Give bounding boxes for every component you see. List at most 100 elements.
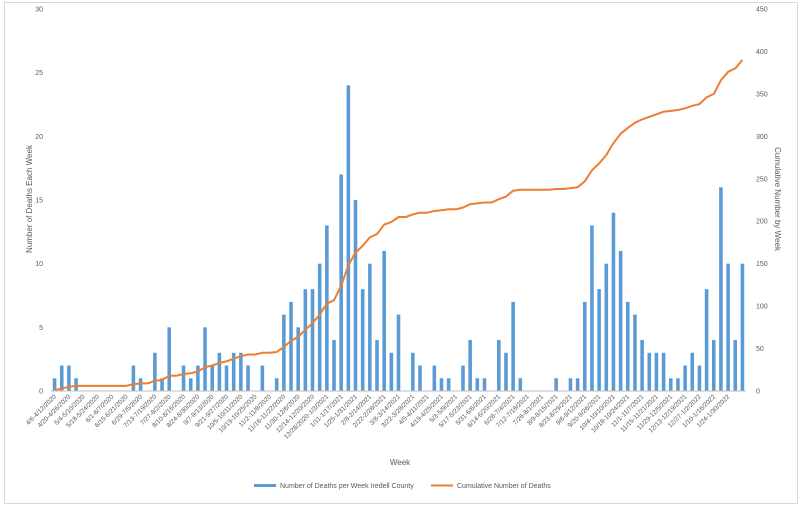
secondary-y-axis-title: Cumulative Number by Week	[773, 147, 782, 252]
bar	[497, 340, 501, 391]
bar	[582, 301, 587, 391]
y2-tick-label: 0	[756, 389, 760, 396]
y2-tick-label: 150	[756, 261, 768, 268]
line-series	[54, 59, 744, 392]
bar	[604, 263, 609, 391]
y-tick-label: 15	[35, 198, 43, 205]
bar	[654, 352, 659, 391]
bar	[210, 365, 215, 391]
x-axis-title: Week	[390, 458, 411, 467]
bar	[446, 378, 451, 391]
bar	[668, 378, 673, 391]
bar	[396, 314, 401, 391]
bar	[590, 225, 594, 391]
bar	[332, 340, 336, 391]
bar	[153, 352, 157, 391]
left-axis: 0 5 10 15 20 25 30	[35, 7, 43, 396]
bar	[726, 263, 730, 391]
bar	[131, 365, 136, 391]
y-tick-label: 10	[35, 261, 43, 268]
bar	[368, 263, 372, 391]
bar	[461, 365, 465, 391]
legend-label-line: Cumulative Number of Deaths	[457, 483, 551, 490]
bar	[217, 352, 222, 391]
bar	[196, 365, 200, 391]
legend-label-bars: Number of Deaths per Week Iredell County	[280, 483, 414, 490]
bar	[67, 365, 71, 391]
bar	[625, 301, 630, 391]
bar	[554, 378, 558, 391]
bar	[733, 340, 738, 391]
bar	[411, 352, 415, 391]
bar	[597, 289, 601, 391]
bar	[704, 289, 709, 391]
bar	[418, 365, 422, 391]
bar	[661, 352, 666, 391]
bar	[611, 212, 616, 391]
bar	[246, 365, 250, 391]
bar	[575, 378, 580, 391]
bar	[310, 289, 315, 391]
y-tick-label: 25	[35, 70, 43, 77]
bar	[475, 378, 480, 391]
bar	[640, 340, 644, 391]
bar	[188, 378, 193, 391]
bar	[181, 365, 186, 391]
bar	[274, 378, 279, 391]
y2-tick-label: 200	[756, 219, 768, 226]
bar	[360, 289, 365, 391]
bar	[138, 378, 143, 391]
bar	[325, 225, 329, 391]
bar	[317, 263, 322, 391]
bar	[432, 365, 437, 391]
right-axis: 0 50 100 150 200 250 300 350 400 450	[756, 7, 768, 396]
chart-container: 0 5 10 15 20 25 30 0 50 100 150 200 250 300 350 400 450…	[4, 2, 798, 504]
bar	[618, 250, 623, 391]
bar	[74, 378, 78, 391]
bar	[167, 327, 172, 391]
bar	[711, 340, 716, 391]
bar	[375, 340, 379, 391]
bar	[468, 340, 472, 391]
bar	[382, 250, 386, 391]
bar	[683, 365, 687, 391]
bar	[59, 365, 64, 391]
legend: Number of Deaths per Week Iredell County…	[254, 483, 551, 490]
bar	[676, 378, 680, 391]
bar	[697, 365, 702, 391]
legend-swatch-bars	[254, 484, 276, 487]
y2-tick-label: 300	[756, 134, 768, 141]
bar	[224, 365, 229, 391]
combo-chart: 0 5 10 15 20 25 30 0 50 100 150 200 250 300 350 400 450…	[25, 7, 782, 491]
bar	[346, 85, 351, 392]
bar	[296, 327, 300, 391]
bar	[690, 352, 695, 391]
y2-tick-label: 50	[756, 346, 764, 353]
bar	[482, 378, 487, 391]
x-axis: 4/6-4/12/20204/20-4/26/20205/4-5/10/2020…	[25, 390, 746, 441]
bar	[52, 378, 57, 391]
y2-tick-label: 250	[756, 176, 768, 183]
bar	[303, 289, 308, 391]
bar	[282, 314, 286, 391]
bar	[719, 187, 723, 391]
bar	[633, 314, 637, 391]
y-tick-label: 5	[39, 325, 43, 332]
y2-tick-label: 400	[756, 49, 768, 56]
y2-tick-label: 350	[756, 91, 768, 98]
bar	[504, 352, 508, 391]
bar	[568, 378, 573, 391]
bar	[289, 301, 293, 391]
bar	[511, 301, 515, 391]
bar	[647, 352, 652, 391]
bar	[260, 365, 265, 391]
bar	[439, 378, 444, 391]
y-axis-title: Number of Deaths Each Week	[25, 144, 34, 253]
y-tick-label: 0	[39, 389, 43, 396]
bar	[203, 327, 207, 391]
cumulative-line	[54, 59, 744, 392]
bar	[518, 378, 523, 391]
bar	[740, 263, 745, 391]
y2-tick-label: 100	[756, 304, 768, 311]
bar	[239, 352, 243, 391]
